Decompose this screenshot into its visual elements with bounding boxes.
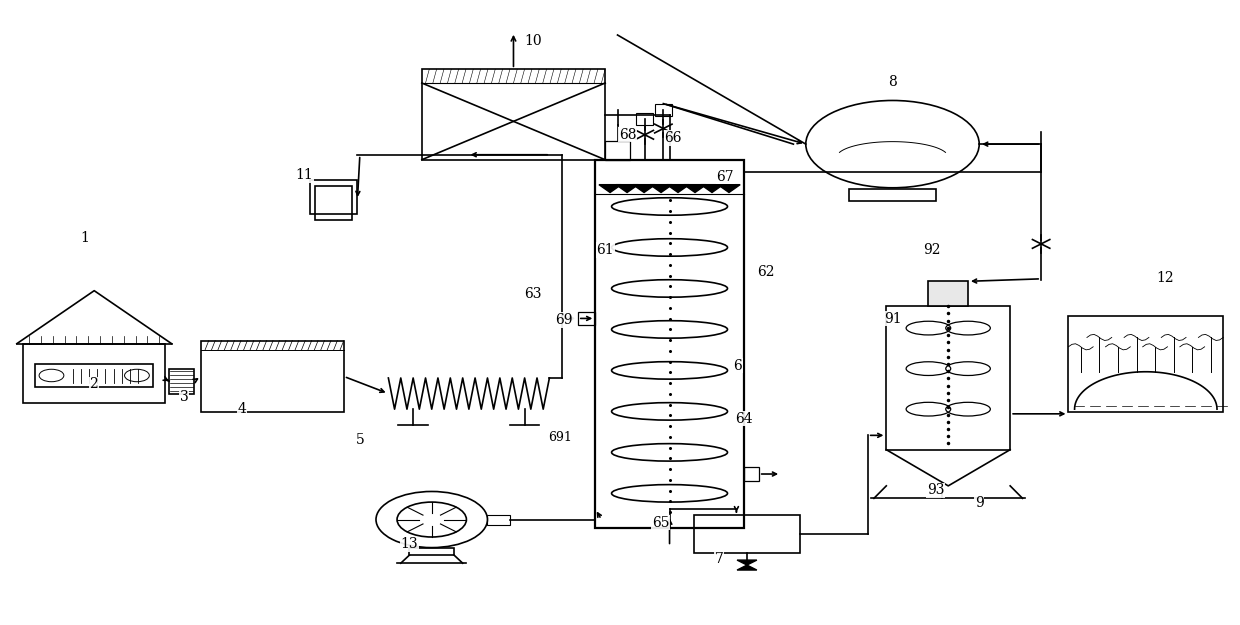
- Bar: [169, 369, 193, 394]
- Bar: [578, 312, 595, 325]
- Text: 3: 3: [180, 390, 188, 404]
- Bar: [605, 141, 630, 160]
- Bar: [409, 548, 454, 555]
- Text: 61: 61: [596, 243, 614, 257]
- Polygon shape: [684, 184, 706, 192]
- Bar: [744, 467, 759, 481]
- Polygon shape: [599, 184, 621, 192]
- Text: 2: 2: [89, 378, 98, 391]
- Text: 63: 63: [525, 287, 542, 301]
- Text: 12: 12: [1156, 271, 1174, 285]
- Polygon shape: [718, 184, 740, 192]
- Bar: [24, 344, 165, 403]
- Text: 13: 13: [401, 538, 418, 551]
- Polygon shape: [737, 560, 756, 565]
- Polygon shape: [667, 184, 689, 192]
- Text: 7: 7: [714, 552, 723, 566]
- Text: 69: 69: [556, 313, 573, 327]
- Text: 68: 68: [619, 127, 636, 142]
- Polygon shape: [701, 184, 723, 192]
- Bar: [636, 113, 653, 126]
- Bar: [201, 341, 343, 412]
- Bar: [315, 186, 352, 220]
- Bar: [1069, 316, 1223, 412]
- Bar: [36, 364, 153, 388]
- Text: 4: 4: [238, 402, 247, 416]
- Polygon shape: [737, 565, 756, 570]
- Bar: [929, 281, 968, 306]
- Text: 11: 11: [295, 168, 312, 182]
- Polygon shape: [632, 184, 655, 192]
- Text: 8: 8: [888, 75, 897, 89]
- Text: 91: 91: [884, 312, 901, 326]
- Bar: [422, 69, 605, 160]
- Text: 10: 10: [525, 34, 542, 48]
- Text: 691: 691: [548, 431, 573, 444]
- Text: 92: 92: [924, 243, 941, 257]
- Bar: [887, 306, 1011, 450]
- Bar: [655, 104, 672, 116]
- Text: 64: 64: [735, 411, 753, 426]
- Text: 9: 9: [975, 496, 983, 510]
- Bar: [310, 179, 357, 214]
- Text: 67: 67: [717, 169, 734, 184]
- Text: 93: 93: [928, 483, 945, 498]
- Text: 62: 62: [758, 265, 775, 279]
- Text: 1: 1: [81, 231, 89, 244]
- Text: 5: 5: [356, 433, 365, 447]
- Polygon shape: [650, 184, 672, 192]
- Polygon shape: [616, 184, 639, 192]
- Bar: [849, 189, 936, 201]
- Text: 66: 66: [665, 131, 682, 145]
- Bar: [595, 160, 744, 528]
- Text: 6: 6: [733, 359, 742, 372]
- Bar: [487, 514, 510, 524]
- Text: 65: 65: [652, 516, 670, 529]
- Bar: [694, 515, 800, 552]
